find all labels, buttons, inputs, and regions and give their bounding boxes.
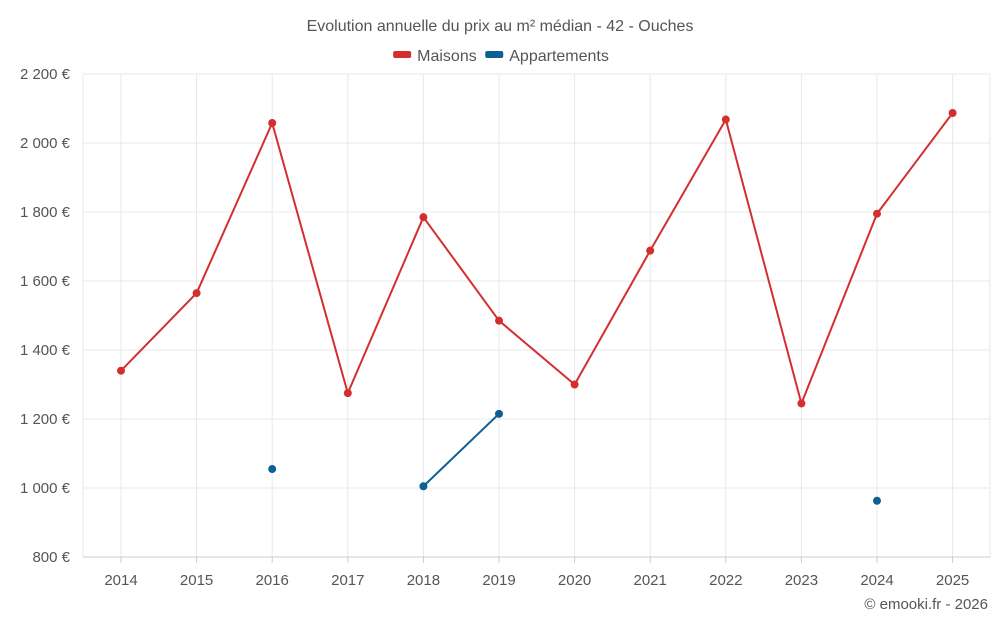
data-point-maisons: [873, 209, 881, 218]
legend: Maisons Appartements: [393, 48, 609, 65]
x-axis: 2014 2015 2016 2017 2018 2019 2020 2021 2022 2023…: [104, 557, 969, 589]
y-tick-label: 1 000 €: [20, 480, 71, 497]
y-tick-label: 1 800 €: [20, 204, 71, 221]
x-tick-label: 2024: [860, 572, 893, 589]
x-tick-label: 2025: [936, 572, 969, 589]
y-tick-label: 1 600 €: [20, 273, 71, 290]
data-point-appartements: [268, 465, 277, 474]
x-tick-label: 2019: [482, 572, 515, 589]
series-layer: [117, 108, 957, 505]
x-tick-label: 2021: [634, 572, 667, 589]
copyright-footer: © emooki.fr - 2026: [864, 596, 988, 613]
x-tick-label: 2017: [331, 572, 364, 589]
data-point-maisons: [646, 246, 655, 255]
x-tick-label: 2015: [180, 572, 213, 589]
chart-title: Evolution annuelle du prix au m² médian …: [307, 18, 694, 35]
x-tick-label: 2020: [558, 572, 591, 589]
data-point-maisons: [419, 213, 428, 222]
legend-swatch-appartements: [485, 51, 504, 58]
data-point-maisons: [192, 289, 201, 298]
data-point-maisons: [948, 108, 957, 117]
data-point-maisons: [268, 118, 277, 127]
data-point-maisons: [495, 316, 503, 325]
x-tick-label: 2014: [104, 572, 137, 589]
legend-swatch-maisons: [393, 51, 412, 58]
x-tick-label: 2016: [256, 572, 289, 589]
y-tick-label: 2 000 €: [20, 135, 71, 152]
y-tick-label: 800 €: [32, 549, 70, 566]
grid: [82, 73, 991, 558]
data-point-maisons: [570, 380, 579, 389]
data-point-maisons: [797, 399, 806, 408]
x-tick-label: 2018: [407, 572, 440, 589]
x-tick-label: 2023: [785, 572, 818, 589]
y-tick-label: 1 200 €: [20, 411, 71, 428]
y-tick-label: 2 200 €: [20, 66, 71, 83]
data-point-appartements: [419, 482, 428, 491]
data-point-appartements: [873, 496, 881, 505]
series-line-appartements: [422, 413, 500, 487]
data-point-maisons: [343, 389, 352, 398]
series-line-maisons: [120, 112, 954, 405]
legend-label-appartements: Appartements: [509, 48, 609, 65]
y-axis: 800 € 1 000 € 1 200 € 1 400 € 1 600 € 1 800 €…: [20, 66, 71, 566]
data-point-maisons: [721, 115, 730, 124]
legend-label-maisons: Maisons: [417, 48, 477, 65]
data-point-maisons: [117, 366, 125, 375]
y-tick-label: 1 400 €: [20, 342, 71, 359]
x-tick-label: 2022: [709, 572, 742, 589]
data-point-appartements: [495, 409, 503, 418]
